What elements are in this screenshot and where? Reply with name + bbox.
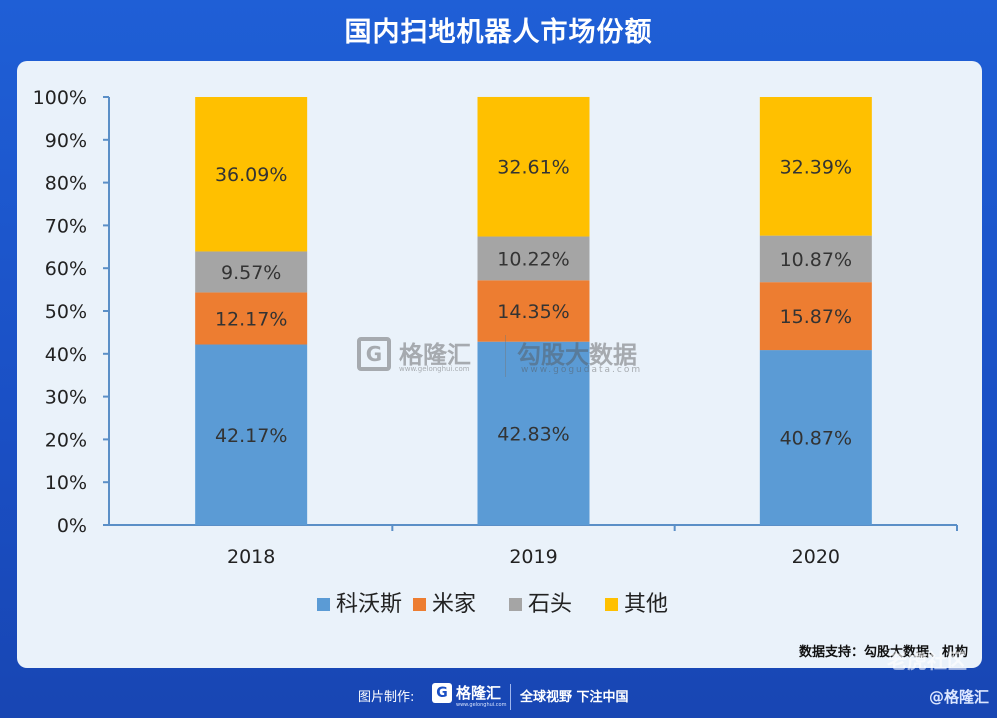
bar-segment [759,97,872,236]
stacked-bar-chart: 0% 10% 20% 30% 40% 50% 60% 70% 80% 90% 100% 42.17% 1… [33,87,958,617]
data-label: 42.17% [215,425,287,447]
data-label: 14.35% [497,301,569,323]
bar-segment [759,350,872,525]
bar-segment [759,235,872,283]
data-label: 42.83% [497,423,569,445]
y-tick-label: 70% [45,215,87,237]
watermark: G 格隆汇 www.gelonghui.com 勾股大数据 www.goguda… [357,333,677,385]
bar-segment [759,282,872,351]
y-tick-label: 30% [45,387,87,409]
footer-brand: 格隆汇 [456,684,502,702]
chart-title: 国内扫地机器人市场份额 [344,17,653,48]
bar-segment [195,97,308,252]
legend-label: 科沃斯 [336,592,402,617]
watermark-url: www.gelonghui.com [399,365,470,373]
footer-divider [510,684,511,710]
data-label: 36.09% [215,164,287,186]
legend-label: 石头 [528,592,572,617]
footer-logo-icon: G [432,683,452,703]
data-label: 10.22% [497,248,569,270]
bar-segment [195,251,308,293]
y-tick-label: 60% [45,258,87,280]
legend-swatch [509,598,522,611]
footer-corner-brand: @格隆汇 [928,688,989,706]
data-label: 32.61% [497,157,569,179]
data-label: 9.57% [221,262,281,284]
legend-label: 米家 [432,592,476,617]
y-tick-label: 80% [45,173,87,195]
overlay-watermark: 老虎社区 [887,649,967,673]
bar-segment [195,344,308,525]
legend-swatch [413,598,426,611]
y-tick-label: 40% [45,344,87,366]
data-label: 10.87% [780,249,852,271]
data-source: 数据支持：勾股大数据、机构 [798,645,968,660]
watermark-url-2: www.gogudata.com [521,365,643,375]
legend-swatch [605,598,618,611]
data-label: 12.17% [215,308,287,330]
data-label: 32.39% [780,156,852,178]
y-tick-label: 90% [45,130,87,152]
y-tick-label: 50% [45,301,87,323]
y-tick-label: 10% [45,472,87,494]
watermark-name: 格隆汇 [399,341,471,369]
bar-segment [477,341,590,525]
watermark-divider [505,335,506,377]
bar-segment [195,292,308,345]
data-label: 15.87% [780,306,852,328]
footer-label: 图片制作: [358,690,415,705]
watermark-name-2: 勾股大数据 [517,341,637,369]
legend-swatch [317,598,330,611]
watermark-logo-icon: G [357,337,391,371]
x-tick-label: 2019 [509,546,557,568]
bar-segment [477,96,590,237]
y-tick-label: 20% [45,429,87,451]
x-tick-label: 2020 [792,546,840,568]
footer-slogan: 全球视野 下注中国 [520,690,629,705]
y-tick-label: 100% [33,87,87,109]
data-label: 40.87% [780,428,852,450]
footer: 图片制作: G 格隆汇 www.gelonghui.com 全球视野 下注中国 … [0,678,997,718]
chart-card: 0% 10% 20% 30% 40% 50% 60% 70% 80% 90% 100% 42.17% 1… [17,61,982,668]
y-tick-label: 0% [57,515,87,537]
legend-label: 其他 [624,592,668,617]
bar-segment [477,236,590,281]
footer-brand-url: www.gelonghui.com [456,702,507,708]
bar-segment [477,280,590,342]
x-tick-label: 2018 [227,546,275,568]
